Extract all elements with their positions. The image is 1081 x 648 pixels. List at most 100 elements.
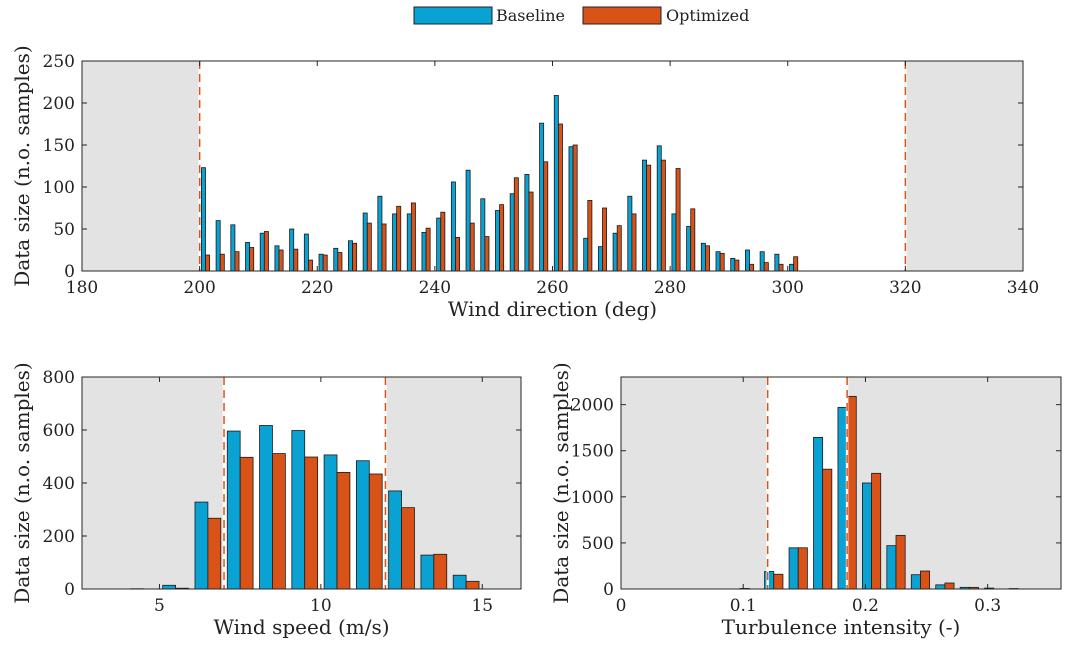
y-tick-label: 50 (53, 220, 75, 240)
bar-baseline (715, 251, 721, 272)
bar-baseline (420, 554, 435, 590)
bar-optimized (675, 168, 681, 272)
bar-optimized (484, 236, 490, 272)
bar-baseline (333, 247, 339, 272)
y-tick-label: 800 (43, 368, 75, 388)
x-tick-label: 240 (419, 278, 451, 298)
bar-optimized (778, 263, 784, 272)
legend-label-baseline: Baseline (496, 6, 565, 25)
bar-optimized (234, 251, 240, 272)
bar-baseline (259, 232, 265, 272)
bar-baseline (465, 169, 471, 272)
x-tick-label: 10 (310, 596, 332, 616)
bar-baseline (568, 146, 574, 272)
bar-baseline (788, 547, 799, 590)
bar-optimized (528, 191, 534, 272)
x-tick-label: 320 (889, 278, 921, 298)
bar-optimized (207, 517, 222, 590)
bar-optimized (469, 222, 475, 272)
bar-baseline (730, 257, 736, 272)
bar-baseline (524, 173, 530, 272)
bar-optimized (793, 256, 799, 272)
x-tick-label: 0.2 (852, 596, 879, 616)
bar-baseline (837, 407, 848, 590)
bar-optimized (239, 456, 254, 590)
bar-optimized (513, 177, 519, 272)
y-tick-label: 1500 (571, 442, 614, 462)
bar-baseline (495, 210, 500, 272)
y-tick-label: 200 (43, 527, 75, 547)
excluded-region-right (905, 61, 1023, 271)
bar-optimized (822, 468, 833, 590)
bar-optimized (646, 164, 652, 272)
legend-swatch-baseline (413, 6, 493, 25)
bar-baseline (583, 237, 589, 272)
bar-baseline (436, 217, 442, 272)
bar-baseline (362, 212, 368, 272)
excluded-region-left (82, 61, 200, 271)
excluded-region-left (621, 377, 768, 589)
bar-baseline (597, 246, 603, 272)
x-tick-label: 200 (183, 278, 215, 298)
bar-optimized (572, 144, 578, 272)
bar-optimized (396, 205, 402, 272)
bar-baseline (194, 501, 209, 590)
bar-optimized (308, 259, 313, 272)
bar-optimized (660, 159, 666, 272)
bar-baseline (686, 226, 692, 272)
x-tick-label: 0 (616, 596, 627, 616)
bar-optimized (205, 254, 211, 272)
bar-baseline (452, 574, 467, 590)
y-tick-label: 400 (43, 474, 75, 494)
bar-baseline (759, 251, 765, 272)
excluded-region-right (847, 377, 1061, 589)
legend-swatch-optimized (582, 6, 662, 25)
bar-optimized (895, 534, 906, 590)
legend: Baseline Optimized (413, 6, 749, 25)
bar-optimized (846, 395, 857, 590)
bar-optimized (543, 161, 549, 272)
y-tick-label: 600 (43, 421, 75, 441)
x-tick-label: 5 (154, 596, 165, 616)
bar-optimized (322, 254, 328, 272)
axes-box (620, 376, 1062, 590)
bar-baseline (612, 232, 618, 272)
bar-baseline (910, 574, 921, 590)
bar-optimized (433, 553, 448, 590)
bar-baseline (289, 228, 295, 272)
bar-baseline (226, 430, 241, 590)
x-axis-label: Wind direction (deg) (448, 297, 657, 321)
bar-optimized (410, 202, 416, 272)
bar-baseline (509, 193, 515, 272)
bar-baseline (230, 224, 236, 272)
bar-baseline (303, 233, 309, 272)
legend-label-optimized: Optimized (666, 6, 749, 25)
x-tick-label: 0.1 (730, 596, 757, 616)
bar-optimized (278, 249, 284, 272)
bar-optimized (440, 211, 446, 272)
x-tick-label: 280 (654, 278, 686, 298)
bar-optimized (293, 248, 299, 272)
bar-optimized (690, 208, 696, 272)
bar-baseline (656, 145, 662, 272)
y-tick-label: 0 (64, 262, 75, 282)
y-tick-label: 1000 (571, 488, 614, 508)
bar-baseline (259, 425, 273, 590)
y-tick-label: 100 (43, 178, 75, 198)
bar-baseline (406, 213, 412, 272)
bar-optimized (616, 225, 622, 272)
x-tick-label: 260 (536, 278, 568, 298)
bar-optimized (249, 247, 255, 272)
bar-optimized (920, 570, 931, 590)
bar-baseline (813, 436, 824, 590)
bar-optimized (381, 223, 387, 272)
bar-baseline (323, 454, 338, 590)
bar-optimized (352, 242, 358, 272)
x-tick-label: 300 (772, 278, 804, 298)
bar-baseline (745, 249, 750, 272)
bar-baseline (245, 242, 251, 272)
bar-baseline (392, 213, 398, 272)
bar-optimized (263, 231, 269, 272)
x-tick-label: 180 (66, 278, 98, 298)
